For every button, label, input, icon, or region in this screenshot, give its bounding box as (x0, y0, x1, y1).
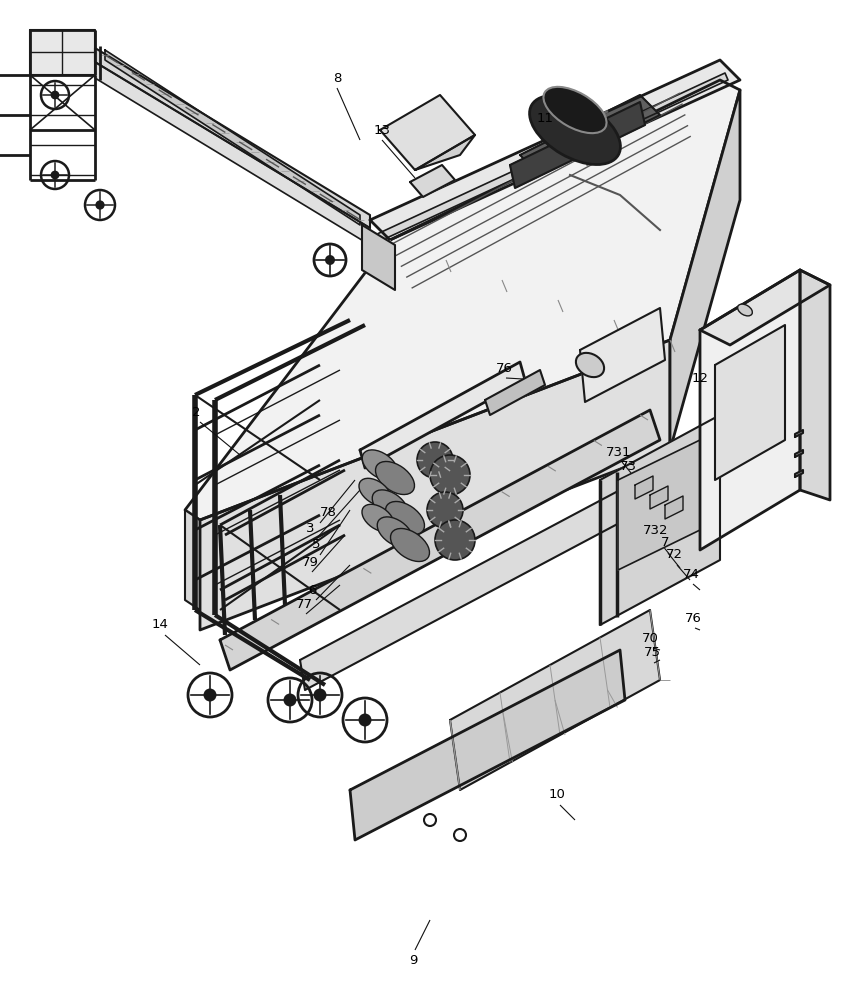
Polygon shape (95, 48, 370, 228)
Ellipse shape (373, 490, 408, 520)
Polygon shape (380, 95, 475, 170)
Polygon shape (375, 73, 728, 242)
Circle shape (284, 694, 296, 706)
Polygon shape (670, 90, 740, 450)
Circle shape (326, 256, 334, 264)
Text: 5: 5 (312, 538, 320, 552)
Polygon shape (415, 135, 475, 170)
Polygon shape (635, 476, 653, 499)
Text: 79: 79 (302, 556, 319, 568)
Polygon shape (360, 362, 525, 468)
Polygon shape (795, 450, 803, 457)
Polygon shape (370, 60, 740, 240)
Polygon shape (450, 610, 660, 790)
Polygon shape (362, 225, 395, 290)
Text: 8: 8 (333, 72, 341, 85)
Circle shape (51, 92, 58, 99)
Text: 75: 75 (643, 647, 661, 660)
Text: 14: 14 (152, 618, 169, 632)
Circle shape (51, 172, 58, 178)
Text: 70: 70 (642, 632, 658, 645)
Circle shape (417, 442, 453, 478)
Circle shape (430, 455, 470, 495)
Polygon shape (700, 270, 800, 550)
Text: 13: 13 (373, 123, 390, 136)
Ellipse shape (377, 517, 413, 547)
Polygon shape (485, 370, 545, 415)
Circle shape (314, 690, 325, 700)
Text: 12: 12 (691, 371, 708, 384)
Polygon shape (30, 30, 95, 75)
Text: 73: 73 (620, 460, 636, 474)
Polygon shape (95, 62, 370, 245)
Circle shape (96, 201, 104, 209)
Text: 7: 7 (661, 536, 669, 550)
Polygon shape (795, 470, 803, 477)
Polygon shape (220, 410, 660, 670)
Polygon shape (185, 510, 200, 610)
Polygon shape (795, 430, 803, 437)
Circle shape (427, 492, 463, 528)
Polygon shape (580, 308, 665, 402)
Ellipse shape (738, 304, 752, 316)
Polygon shape (665, 496, 683, 519)
Text: 9: 9 (409, 954, 417, 966)
Polygon shape (618, 440, 700, 570)
Polygon shape (350, 650, 625, 840)
Text: 2: 2 (191, 406, 201, 418)
Ellipse shape (576, 353, 604, 377)
Polygon shape (800, 270, 830, 500)
Polygon shape (715, 325, 785, 480)
Polygon shape (510, 102, 645, 188)
Text: 76: 76 (496, 361, 513, 374)
Circle shape (205, 690, 216, 700)
Text: 77: 77 (296, 597, 313, 610)
Ellipse shape (390, 528, 429, 562)
Ellipse shape (375, 461, 415, 495)
Polygon shape (600, 415, 720, 625)
Polygon shape (185, 80, 740, 520)
Text: 3: 3 (306, 522, 314, 534)
Circle shape (435, 520, 475, 560)
Polygon shape (700, 270, 830, 345)
Polygon shape (650, 486, 668, 509)
Ellipse shape (359, 478, 391, 506)
Text: 74: 74 (683, 568, 700, 580)
Circle shape (359, 714, 371, 726)
Text: 732: 732 (643, 524, 668, 536)
Ellipse shape (385, 501, 425, 535)
Ellipse shape (544, 87, 607, 133)
Ellipse shape (362, 450, 398, 480)
Polygon shape (105, 50, 360, 225)
Ellipse shape (529, 95, 620, 165)
Polygon shape (200, 340, 670, 630)
Polygon shape (300, 490, 625, 690)
Text: 78: 78 (319, 506, 336, 520)
Text: 76: 76 (685, 611, 701, 624)
Ellipse shape (362, 504, 394, 532)
Polygon shape (410, 165, 455, 197)
Text: 11: 11 (536, 111, 554, 124)
Text: 731: 731 (606, 446, 631, 458)
Text: 72: 72 (665, 548, 683, 562)
Text: 6: 6 (308, 584, 316, 596)
Polygon shape (520, 95, 660, 175)
Text: 10: 10 (549, 788, 566, 802)
